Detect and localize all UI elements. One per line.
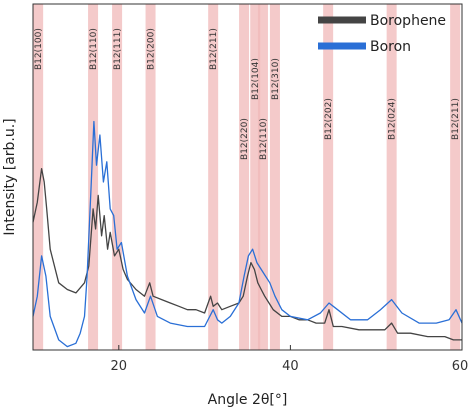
phase-label: B12(211) <box>209 28 219 70</box>
phase-label: B12(202) <box>324 98 334 140</box>
y-axis-title: Intensity [arb.u.] <box>2 118 18 235</box>
phase-label: B12(110) <box>89 28 99 70</box>
phase-band <box>386 4 397 350</box>
phase-bands: B12(100) B12(110) B12(111) B12(200) B12(211)… <box>33 4 461 350</box>
phase-band <box>257 4 268 350</box>
phase-label: B12(200) <box>147 28 157 70</box>
phase-label: B12(220) <box>240 118 250 160</box>
phase-band <box>112 4 123 350</box>
x-tick-label: 60 <box>452 359 469 374</box>
x-tick-label: 40 <box>282 359 299 374</box>
x-ticks: 20 40 60 <box>111 345 469 374</box>
x-axis-title: Angle 2θ[°] <box>208 392 288 408</box>
phase-band <box>450 4 461 350</box>
legend-label-borophene: Borophene <box>370 13 446 29</box>
x-tick-label: 20 <box>111 359 128 374</box>
plot-frame <box>32 3 463 351</box>
phase-band <box>323 4 334 350</box>
phase-label: B12(100) <box>34 28 44 70</box>
series-line-borophene <box>32 167 462 341</box>
phase-label: B12(104) <box>251 58 261 100</box>
series-line-boron <box>32 120 463 348</box>
phase-label: B12(310) <box>271 58 281 100</box>
phase-label: B12(211) <box>451 98 461 140</box>
legend-label-boron: Boron <box>370 39 411 55</box>
phase-band <box>208 4 219 350</box>
phase-band <box>88 4 99 350</box>
legend: Borophene Boron <box>318 13 446 55</box>
phase-band <box>145 4 156 350</box>
phase-band <box>33 4 44 350</box>
phase-label: B12(110) <box>259 118 269 160</box>
phase-band <box>239 4 250 350</box>
phase-band <box>250 4 261 350</box>
series-lines <box>32 120 463 348</box>
phase-label: B12(024) <box>388 98 398 140</box>
phase-band <box>269 4 280 350</box>
phase-label: B12(111) <box>113 28 123 70</box>
